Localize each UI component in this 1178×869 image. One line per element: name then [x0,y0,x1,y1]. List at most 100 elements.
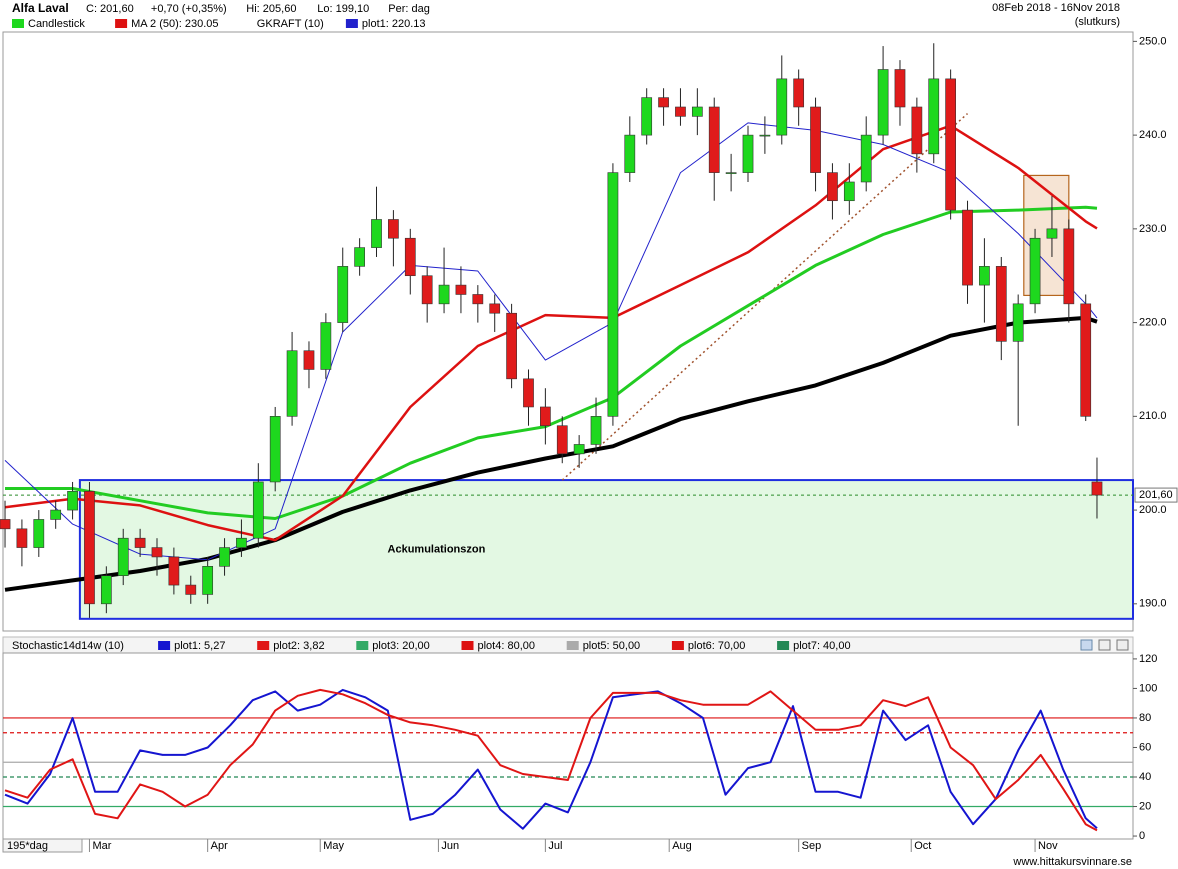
moving-average [4,124,1098,542]
candle-body [1029,237,1041,305]
candle-body [793,78,805,108]
trendline [561,113,969,481]
candle-body [354,247,365,267]
legend-label: plot7: 40,00 [793,640,851,652]
y-tick-label: 190.0 [1139,598,1167,610]
quote-info: +0,70 (+0,35%) [151,3,227,15]
legend-swatch [345,19,358,28]
candle-body [151,547,163,558]
candle-body [877,69,889,136]
candle-body [624,134,636,173]
last-price-box [1134,487,1178,503]
legend-label: MA 2 (50): 230.05 [131,18,218,30]
candle-body [185,584,197,595]
x-tick-label: Mar [92,840,111,852]
candle-body [658,97,669,108]
legend-label: plot6: 70,00 [688,640,746,652]
panel-icon[interactable] [1116,639,1129,651]
candle-body [708,106,720,173]
legend-label: Candlestick [28,18,85,30]
y-tick-label: 100 [1139,682,1157,694]
candle-body [489,303,501,314]
candle-body [50,509,62,520]
candle-body [168,556,180,586]
stoch-line [4,688,1098,832]
candle-body [810,106,821,173]
candle-body [286,350,298,417]
candle-body [759,134,771,137]
panel-icon[interactable] [1080,639,1093,651]
legend-label: plot3: 20,00 [372,640,430,652]
stoch-line [4,688,1098,830]
x-tick-label: Jun [441,840,459,852]
candle-body [303,350,315,370]
candle-body [742,134,754,173]
x-tick-label: Jul [548,840,562,852]
candle-body [860,134,872,183]
y-tick-label: 240.0 [1139,129,1167,141]
main-frame [2,31,1134,632]
y-tick-label: 250.0 [1139,35,1167,47]
candle-body [962,209,973,286]
candle-body [691,106,703,117]
candle-body [641,97,653,136]
x-tick-label: May [323,840,344,852]
candle-body [827,172,838,202]
quote-info: C: 201,60 [86,3,134,15]
candle-body [388,219,399,239]
legend-swatch [566,641,579,650]
candle-body [1063,228,1075,305]
y-tick-label: 40 [1139,771,1151,783]
legend-label: GKRAFT (10) [257,18,324,30]
candle-body [1080,303,1092,417]
candle-body [675,106,686,117]
y-tick-label: 80 [1139,712,1151,724]
candle-body [928,78,940,155]
period-box [2,838,83,853]
panel-title: Stochastic14d14w (10) [12,640,124,652]
y-tick-label: 60 [1139,741,1151,753]
y-tick-label: 210.0 [1139,410,1167,422]
candle-body [1046,228,1058,239]
legend-swatch [777,641,790,650]
legend-label: plot5: 50,00 [583,640,641,652]
panel-icon[interactable] [1098,639,1111,651]
x-tick-label: Sep [802,840,822,852]
candle-body [590,416,602,445]
quote-info: Lo: 199,10 [317,3,369,15]
last-price-label: 201,60 [1139,489,1173,501]
candle-body [16,528,28,548]
legend-label: plot2: 3,82 [273,640,324,652]
candle-body [421,275,433,305]
legend-swatch [356,641,369,650]
candle-body [995,266,1007,342]
candle-body [269,416,281,483]
candle-body [252,481,264,539]
candle-body [404,237,416,277]
x-tick-label: Oct [914,840,931,852]
candle-body [725,172,737,174]
x-tick-label: Nov [1038,840,1058,852]
candle-body [776,78,788,136]
candle-body [506,312,517,380]
candle-body [117,537,129,576]
period-label: 195*dag [7,840,48,852]
candle-body [607,172,619,417]
x-tick-label: Aug [672,840,692,852]
candle-body [472,294,484,305]
moving-average [4,122,1098,561]
quote-info: Per: dag [388,3,430,15]
candle-body [371,219,382,248]
candle-body [134,537,146,548]
candle-body [236,537,247,548]
legend-swatch [461,641,474,650]
moving-average [5,205,1098,520]
y-tick-label: 200.0 [1139,504,1167,516]
x-tick-label: Apr [211,840,228,852]
legend-swatch [671,641,684,650]
y-tick-label: 230.0 [1139,223,1167,235]
candle-body [894,69,906,108]
candle-body [1012,303,1024,342]
